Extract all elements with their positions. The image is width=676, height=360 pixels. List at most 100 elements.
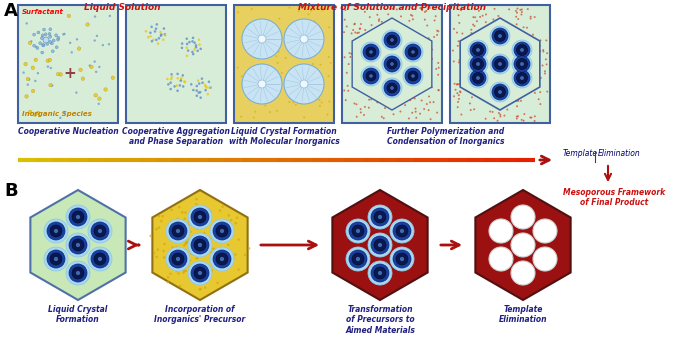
Text: Mixture of Solution and Precipitation: Mixture of Solution and Precipitation [298,3,486,12]
Circle shape [520,100,522,102]
Circle shape [91,222,109,240]
Circle shape [204,89,207,91]
Text: A: A [4,2,18,20]
Circle shape [176,255,178,257]
Circle shape [201,241,203,244]
Circle shape [176,270,178,273]
Circle shape [490,54,510,74]
Circle shape [411,59,413,60]
Circle shape [182,85,185,88]
Circle shape [528,91,530,93]
Circle shape [268,23,270,25]
Circle shape [363,68,379,84]
Circle shape [111,76,115,80]
Circle shape [347,85,349,87]
Circle shape [416,92,418,94]
Circle shape [489,219,513,243]
Circle shape [203,242,205,244]
Circle shape [91,250,109,268]
Circle shape [150,26,153,28]
Circle shape [322,9,324,11]
Circle shape [189,259,191,262]
Circle shape [162,250,165,252]
Circle shape [199,288,202,290]
Circle shape [160,34,162,37]
Circle shape [405,96,407,98]
Circle shape [516,45,527,55]
Circle shape [386,85,388,87]
Circle shape [396,253,408,265]
Circle shape [202,240,205,243]
Circle shape [454,83,456,85]
Circle shape [39,42,42,45]
Circle shape [401,76,403,78]
Bar [126,5,226,123]
Circle shape [364,11,366,13]
Circle shape [199,244,201,247]
Circle shape [369,16,371,18]
Circle shape [407,74,409,76]
Circle shape [478,54,480,56]
Circle shape [327,114,329,116]
Circle shape [300,35,308,43]
Circle shape [297,10,299,12]
Circle shape [358,32,360,33]
Circle shape [187,239,190,242]
Circle shape [237,67,239,69]
Circle shape [196,227,199,230]
Circle shape [198,265,201,267]
Circle shape [319,105,321,107]
Circle shape [400,111,402,113]
Circle shape [435,15,437,17]
Circle shape [196,257,199,260]
Circle shape [62,33,64,36]
Circle shape [425,41,427,44]
Circle shape [387,21,389,22]
Circle shape [378,215,382,219]
Circle shape [534,115,536,117]
Circle shape [393,250,411,268]
Circle shape [479,49,481,51]
Circle shape [510,65,512,67]
Circle shape [195,253,198,256]
Circle shape [96,35,98,37]
Bar [234,5,334,123]
Circle shape [210,247,234,271]
Circle shape [384,80,400,96]
Circle shape [377,14,379,16]
Circle shape [473,58,483,69]
Circle shape [372,72,375,74]
Circle shape [384,56,400,72]
Circle shape [191,236,209,254]
Circle shape [498,34,502,38]
Circle shape [309,25,311,27]
Circle shape [409,99,411,101]
Circle shape [47,66,49,68]
Circle shape [542,50,544,53]
Circle shape [372,53,374,55]
Circle shape [86,23,89,26]
Circle shape [198,215,202,219]
Circle shape [453,95,455,97]
Circle shape [213,248,216,250]
Circle shape [164,34,166,37]
Circle shape [362,68,364,70]
Circle shape [285,57,287,59]
Circle shape [377,50,379,53]
Circle shape [312,90,314,91]
Circle shape [356,103,358,105]
Circle shape [200,238,203,240]
Circle shape [195,235,198,237]
Circle shape [468,68,488,88]
Circle shape [476,62,480,66]
Circle shape [473,72,483,84]
Circle shape [419,7,421,9]
Circle shape [456,84,458,85]
Circle shape [424,65,426,67]
Circle shape [485,13,487,15]
Circle shape [496,64,498,66]
Circle shape [185,242,187,245]
Circle shape [343,31,345,33]
Circle shape [79,68,82,72]
Circle shape [209,210,212,213]
